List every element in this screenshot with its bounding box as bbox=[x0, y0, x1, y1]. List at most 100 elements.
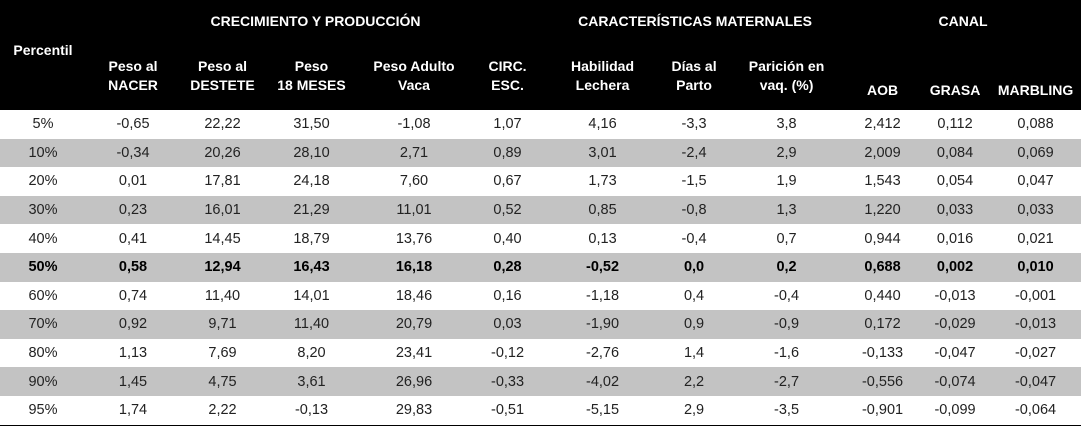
value-cell: 0,28 bbox=[470, 252, 546, 282]
percentile-cell: 20% bbox=[28, 173, 58, 190]
value-cell: 0,9 bbox=[660, 310, 729, 339]
value-cell: 2,412 bbox=[864, 116, 901, 133]
column-header-line2: vaq. (%) bbox=[759, 77, 814, 93]
column-header: Parición en vaq. (%) bbox=[728, 42, 846, 110]
table-row: 95% 1,74 2,22 -0,13 29,83 -0,51 -5,15 2,9 -3,5 -0… bbox=[0, 395, 1081, 426]
value-cell: 23,41 bbox=[395, 345, 433, 362]
value-cell: -0,013 bbox=[990, 310, 1081, 339]
value-cell: -0,133 bbox=[861, 345, 904, 362]
value-cell: 0,054 bbox=[936, 173, 974, 190]
value-cell: 0,112 bbox=[937, 116, 973, 133]
value-cell: -5,15 bbox=[545, 395, 661, 426]
value-cell: 0,23 bbox=[86, 195, 180, 225]
column-header: CIRC. ESC. bbox=[470, 42, 546, 110]
table-row: 90% 1,45 4,75 3,61 26,96 -0,33 -4,02 2,2 -2,7 -0,… bbox=[0, 367, 1081, 396]
value-cell: 16,01 bbox=[180, 195, 265, 225]
value-cell: 11,40 bbox=[265, 310, 358, 339]
table-row: 20% 0,01 17,81 24,18 7,60 0,67 1,73 -1,5 1,9 1,54… bbox=[0, 167, 1081, 196]
value-cell: 1,07 bbox=[493, 116, 522, 133]
value-cell: 1,220 bbox=[845, 195, 921, 225]
value-cell: 2,22 bbox=[180, 395, 265, 426]
value-cell: 20,26 bbox=[180, 138, 265, 168]
value-cell: 0,069 bbox=[990, 138, 1081, 168]
percentile-cell: 60% bbox=[28, 287, 58, 304]
value-cell: 7,60 bbox=[399, 173, 429, 190]
value-cell: 2,2 bbox=[660, 367, 729, 396]
value-cell: 2,9 bbox=[660, 395, 729, 426]
column-header-line1: Peso al bbox=[197, 58, 248, 74]
value-cell: 1,74 bbox=[86, 395, 180, 426]
value-cell: -0,51 bbox=[470, 395, 546, 426]
value-cell: 0,084 bbox=[920, 138, 991, 168]
percentile-cell: 10% bbox=[0, 138, 86, 168]
value-cell: 21,29 bbox=[265, 195, 358, 225]
value-cell: -0,013 bbox=[934, 287, 976, 304]
value-cell: -0,13 bbox=[265, 395, 358, 426]
value-cell: -0,029 bbox=[920, 310, 991, 339]
value-cell: 0,58 bbox=[86, 252, 180, 282]
table-row: 70% 0,92 9,71 11,40 20,79 0,03 -1,90 0,9 -0,9 0,1… bbox=[0, 310, 1081, 339]
value-cell: 0,74 bbox=[118, 287, 148, 304]
value-cell: 7,69 bbox=[208, 345, 237, 362]
value-cell: 29,83 bbox=[358, 395, 470, 426]
value-cell: 1,4 bbox=[683, 345, 705, 362]
value-cell: 0,85 bbox=[545, 195, 661, 225]
value-cell: 16,18 bbox=[358, 252, 470, 282]
value-cell: 11,40 bbox=[204, 287, 241, 304]
value-cell: -3,5 bbox=[728, 395, 846, 426]
table-row: 5% -0,65 22,22 31,50 -1,08 1,07 4,16 -3,3 3,8 2,4… bbox=[0, 110, 1081, 139]
percentile-cell: 70% bbox=[0, 310, 86, 339]
value-cell: 1,543 bbox=[864, 173, 901, 190]
value-cell: -0,556 bbox=[845, 367, 921, 396]
value-cell: -0,8 bbox=[660, 195, 729, 225]
value-cell: -2,4 bbox=[660, 138, 729, 168]
value-cell: 17,81 bbox=[204, 173, 241, 190]
group-growth: CRECIMIENTO Y PRODUCCIÓN bbox=[86, 0, 546, 42]
value-cell: 26,96 bbox=[358, 367, 470, 396]
value-cell: 0,010 bbox=[990, 252, 1081, 282]
column-header-line1: Peso al bbox=[108, 58, 158, 74]
value-cell: 3,8 bbox=[776, 116, 797, 133]
value-cell: 14,45 bbox=[204, 230, 241, 247]
table-row: 10% -0,34 20,26 28,10 2,71 0,89 3,01 -2,4 2,9 2,0… bbox=[0, 138, 1081, 168]
value-cell: 18,46 bbox=[395, 287, 433, 304]
table-row: 30% 0,23 16,01 21,29 11,01 0,52 0,85 -0,8 1,3 1,2… bbox=[0, 195, 1081, 225]
value-cell: -0,074 bbox=[920, 367, 991, 396]
value-cell: -1,90 bbox=[545, 310, 661, 339]
column-header: Días al Parto bbox=[660, 42, 729, 110]
value-cell: 12,94 bbox=[180, 252, 265, 282]
value-cell: 0,41 bbox=[118, 230, 148, 247]
value-cell: -2,76 bbox=[586, 345, 620, 362]
value-cell: 0,688 bbox=[845, 252, 921, 282]
percentile-cell: 95% bbox=[0, 395, 86, 426]
column-header-line1: Peso Adulto bbox=[373, 58, 455, 74]
value-cell: 0,033 bbox=[920, 195, 991, 225]
column-header-line1: GRASA bbox=[929, 82, 981, 98]
value-cell: 0,0 bbox=[660, 252, 729, 282]
value-cell: 0,92 bbox=[86, 310, 180, 339]
value-cell: 2,9 bbox=[728, 138, 846, 168]
value-cell: -0,9 bbox=[728, 310, 846, 339]
percentile-cell: 40% bbox=[28, 230, 58, 247]
value-cell: 0,440 bbox=[864, 287, 901, 304]
value-cell: -1,18 bbox=[586, 287, 620, 304]
value-cell: 0,01 bbox=[118, 173, 148, 190]
value-cell: 28,10 bbox=[265, 138, 358, 168]
column-header-line1: CIRC. bbox=[488, 58, 527, 74]
value-cell: 13,76 bbox=[395, 230, 433, 247]
column-header: Peso al NACER bbox=[86, 42, 180, 110]
column-header: Peso 18 MESES bbox=[265, 42, 358, 110]
column-header: MARBLING bbox=[990, 42, 1081, 110]
value-cell: 4,75 bbox=[180, 367, 265, 396]
column-header: Habilidad Lechera bbox=[545, 42, 661, 110]
value-cell: 0,52 bbox=[470, 195, 546, 225]
value-cell: 1,73 bbox=[588, 173, 617, 190]
value-cell: 14,01 bbox=[293, 287, 330, 304]
column-header-line1: Peso bbox=[294, 58, 329, 74]
percentile-cell: 80% bbox=[28, 345, 58, 362]
column-header-line1: Habilidad bbox=[571, 58, 635, 74]
value-cell: -3,3 bbox=[681, 116, 707, 133]
percentile-cell: 30% bbox=[0, 195, 86, 225]
value-cell: 0,40 bbox=[493, 230, 522, 247]
